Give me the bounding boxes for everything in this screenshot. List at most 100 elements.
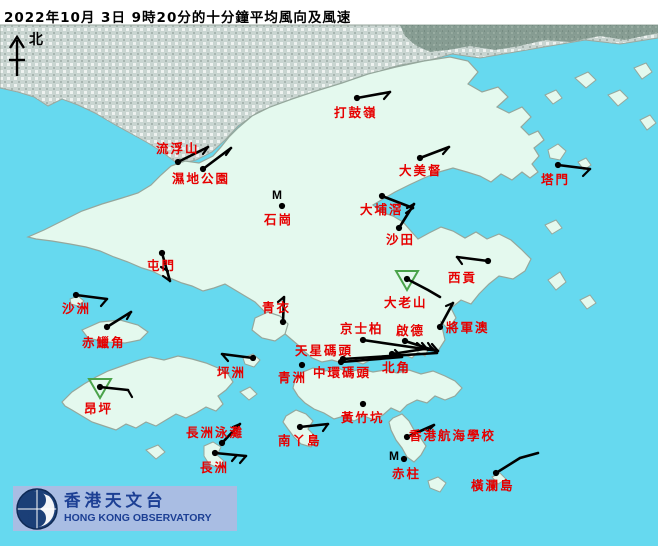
station-dot	[388, 350, 396, 358]
hong-kong-island	[292, 367, 463, 422]
station-label: 濕地公園	[172, 171, 230, 186]
wind-barb-shaft	[438, 301, 455, 329]
station-4: 大美督	[399, 145, 451, 178]
station-dot	[359, 336, 367, 344]
station-dot	[401, 337, 409, 345]
wind-barb-shaft	[98, 385, 130, 392]
wind-barb-shaft	[74, 293, 109, 301]
wind-barb-feather	[382, 90, 392, 101]
station-label: 大美督	[399, 163, 443, 178]
station-27: 長洲泳灘	[186, 422, 244, 447]
wind-barb-shaft	[390, 347, 426, 356]
station-dot	[211, 449, 219, 457]
soko-island	[145, 444, 166, 460]
station-label: 天星碼頭	[295, 343, 353, 358]
station-1: 打鼓嶺	[334, 90, 392, 120]
sai-kung-island-3	[544, 219, 563, 235]
station-label: 沙洲	[62, 301, 91, 316]
station-8: M 石崗	[263, 188, 293, 227]
station-dot	[359, 400, 367, 408]
wind-barb-feather	[161, 274, 172, 283]
wind-barb-feather	[455, 255, 464, 266]
station-label: 大老山	[384, 295, 428, 310]
mirs-bay-island-2	[574, 71, 597, 89]
station-22: 坪洲	[217, 352, 257, 380]
station-label: 流浮山	[156, 141, 200, 156]
station-dot	[96, 383, 104, 391]
sai-kung-island-1	[547, 271, 567, 291]
north-arrow-icon	[8, 34, 26, 76]
station-label: 塔門	[541, 172, 570, 187]
station-dot	[554, 161, 562, 169]
wind-barb-feather	[201, 145, 210, 156]
hko-logo-text: 香港天文台 HONG KONG OBSERVATORY	[64, 493, 212, 524]
tap-mun-island	[547, 143, 567, 161]
wind-barb-shaft	[405, 277, 442, 299]
station-9: 屯門	[147, 249, 176, 283]
station-label: 昂坪	[84, 401, 113, 416]
station-dot	[416, 154, 424, 162]
station-label: 將軍澳	[446, 320, 490, 335]
station-dot	[279, 318, 287, 326]
station-3: 濕地公園	[172, 146, 233, 186]
wind-barb-feather	[428, 344, 439, 355]
station-label: 長洲泳灘	[186, 425, 244, 440]
station-dot	[403, 275, 411, 283]
border-hills	[400, 25, 658, 52]
station-label: 中環碼頭	[313, 365, 371, 380]
mirs-bay-island-5	[639, 114, 657, 131]
station-dot	[353, 94, 361, 102]
wind-barb-shaft	[281, 295, 286, 324]
station-dot	[199, 165, 207, 173]
wind-barb-feather	[430, 342, 440, 353]
airport-island	[81, 319, 149, 344]
station-label: 香港航海學校	[408, 428, 496, 443]
wind-barb-feather	[321, 422, 330, 433]
station-dot	[158, 249, 166, 257]
new-territories-land	[26, 56, 545, 365]
lantau-island	[61, 355, 234, 431]
hko-name-english: HONG KONG OBSERVATORY	[64, 511, 212, 524]
station-13: 赤鱲角	[82, 310, 133, 350]
wind-barb-shaft	[298, 422, 330, 429]
wind-barb-feather	[426, 423, 436, 433]
station-label: 青衣	[262, 300, 291, 315]
station-label: 南丫島	[278, 433, 322, 448]
station-6: 大埔滘	[360, 192, 415, 217]
wind-barb-shaft	[405, 423, 436, 439]
wind-barb-feather	[231, 422, 242, 429]
wind-barb-shaft	[201, 146, 233, 171]
station-label: 石崗	[263, 212, 293, 227]
tsing-yi-island	[251, 311, 289, 342]
wind-barb-shaft	[361, 338, 440, 353]
mirs-bay-island-1	[544, 89, 563, 105]
station-2: 流浮山	[156, 141, 210, 166]
station-label: 屯門	[147, 258, 176, 273]
station-label: 長洲	[200, 460, 229, 475]
wind-barb-shaft	[105, 310, 133, 329]
wind-barb-shaft	[494, 451, 540, 475]
station-dot	[249, 354, 257, 362]
station-dot	[298, 361, 306, 369]
station-dot	[484, 257, 492, 265]
station-label: 京士柏	[340, 321, 384, 336]
sai-kung-island-2	[579, 294, 597, 310]
wind-barb-shaft	[220, 422, 242, 445]
station-label: 大埔滘	[360, 202, 404, 217]
north-label: 北	[29, 31, 43, 47]
wind-barb-feather	[276, 295, 286, 304]
station-28: 長洲	[200, 449, 248, 475]
station-dot	[174, 158, 182, 166]
station-5: 塔門	[541, 161, 592, 187]
wind-barb-feather	[220, 352, 230, 363]
station-dot	[436, 323, 444, 331]
station-dot	[378, 192, 386, 200]
wind-barb-shaft	[397, 202, 416, 230]
station-21: 青洲	[278, 361, 306, 385]
station-24: 黃竹坑	[340, 400, 383, 425]
station-10: 沙洲	[62, 291, 109, 316]
station-label: 坪洲	[217, 365, 246, 380]
station-29: M 赤柱	[389, 449, 419, 481]
wind-barb-shaft	[220, 352, 255, 360]
